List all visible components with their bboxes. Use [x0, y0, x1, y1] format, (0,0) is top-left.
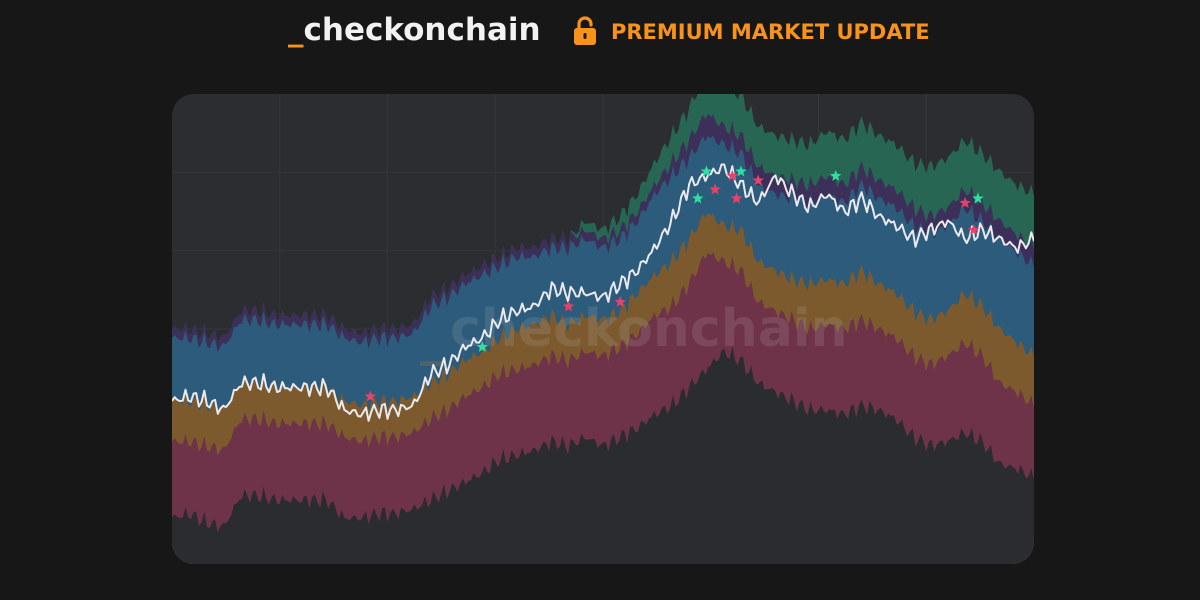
signal-star-marker: [709, 183, 721, 195]
signal-star-marker: [476, 341, 488, 352]
signal-star-marker: [959, 197, 971, 208]
chart: _ checkonchain: [172, 94, 1034, 564]
signal-star-marker: [735, 165, 747, 177]
signal-star-marker: [730, 192, 743, 204]
signal-star-marker: [830, 170, 842, 181]
signal-star-marker: [968, 224, 980, 235]
signal-star-marker: [700, 165, 713, 177]
signal-star-marker: [752, 174, 764, 186]
signal-star-marker: [726, 170, 738, 181]
price-line: [172, 163, 1034, 422]
watermark: _ checkonchain: [420, 299, 848, 367]
chart-panel: _ checkonchain: [172, 94, 1034, 564]
price-line-group: [172, 163, 1034, 422]
brand-underscore: _: [288, 12, 304, 48]
signal-markers: [364, 165, 984, 402]
signal-star-marker: [364, 390, 376, 402]
header: _checkonchain PREMIUM MARKET UPDATE: [0, 0, 1200, 70]
watermark-underscore: _: [420, 307, 446, 367]
lock-open-icon: [574, 16, 596, 45]
brand-name: checkonchain: [303, 12, 541, 48]
signal-star-marker: [614, 296, 626, 307]
band-area-1: [172, 346, 1034, 564]
signal-star-marker: [972, 192, 984, 204]
watermark-text: checkonchain: [450, 299, 848, 359]
signal-star-marker: [562, 300, 575, 312]
chart-area-bands: [172, 94, 1034, 564]
brand-logo[interactable]: _checkonchain: [288, 12, 541, 48]
signal-star-marker: [692, 192, 704, 204]
premium-market-update-label[interactable]: PREMIUM MARKET UPDATE: [611, 20, 930, 44]
